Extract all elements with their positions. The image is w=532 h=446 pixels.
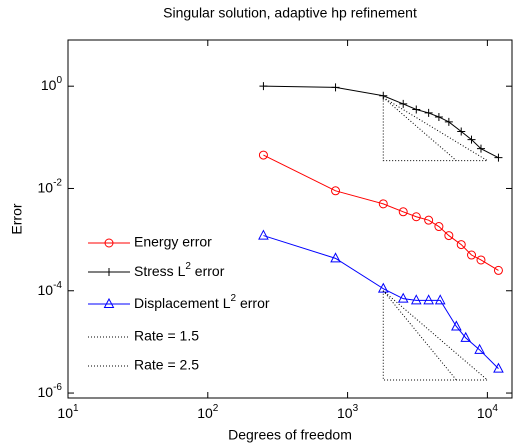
marker xyxy=(330,252,341,263)
marker xyxy=(434,112,443,121)
marker xyxy=(451,320,462,331)
marker xyxy=(460,331,472,342)
marker xyxy=(457,127,466,136)
marker xyxy=(444,231,454,241)
marker xyxy=(494,153,503,162)
marker xyxy=(412,105,421,114)
marker xyxy=(434,222,444,232)
marker xyxy=(410,294,422,305)
plot-frame xyxy=(67,39,513,399)
marker xyxy=(411,212,421,222)
marker xyxy=(378,199,388,209)
marker xyxy=(474,343,485,354)
legend-label: Stress L2 error xyxy=(134,261,225,279)
marker xyxy=(423,294,434,305)
marker xyxy=(398,207,408,217)
series-line xyxy=(382,97,457,381)
marker xyxy=(331,83,340,92)
x-tick-label: 102 xyxy=(197,403,219,421)
marker xyxy=(444,117,453,126)
y-tick-label: 10-2 xyxy=(38,177,63,195)
marker xyxy=(331,186,341,196)
marker xyxy=(493,362,504,373)
series-line xyxy=(263,154,499,271)
y-tick-label: 10-4 xyxy=(38,279,63,297)
x-tick-label: 103 xyxy=(337,403,359,421)
y-tick-label: 100 xyxy=(41,75,63,93)
marker xyxy=(397,292,409,303)
marker xyxy=(258,150,268,160)
y-tick-label: 10-6 xyxy=(38,382,63,400)
legend-label: Rate = 2.5 xyxy=(134,357,199,373)
legend-label: Rate = 1.5 xyxy=(134,328,199,344)
legend-label: Energy error xyxy=(134,234,212,250)
marker xyxy=(104,238,114,248)
marker xyxy=(467,135,476,144)
marker xyxy=(434,294,446,305)
marker xyxy=(467,250,477,260)
marker xyxy=(476,255,486,265)
x-tick-label: 104 xyxy=(477,403,499,421)
x-axis-label: Degrees of freedom xyxy=(228,427,352,443)
series-line xyxy=(382,97,490,381)
marker xyxy=(258,229,269,240)
marker xyxy=(493,265,503,275)
marker xyxy=(103,297,115,308)
marker xyxy=(105,268,113,276)
chart-title: Singular solution, adaptive hp refinemen… xyxy=(163,5,417,21)
marker xyxy=(424,215,434,225)
marker xyxy=(259,82,268,91)
marker xyxy=(424,108,433,117)
x-tick-label: 101 xyxy=(57,403,79,421)
marker xyxy=(476,144,485,153)
marker xyxy=(456,240,466,250)
marker xyxy=(377,282,389,293)
y-axis-label: Error xyxy=(9,203,25,234)
series-line xyxy=(263,85,499,159)
legend-label: Displacement L2 error xyxy=(134,293,270,311)
marker xyxy=(399,99,408,108)
